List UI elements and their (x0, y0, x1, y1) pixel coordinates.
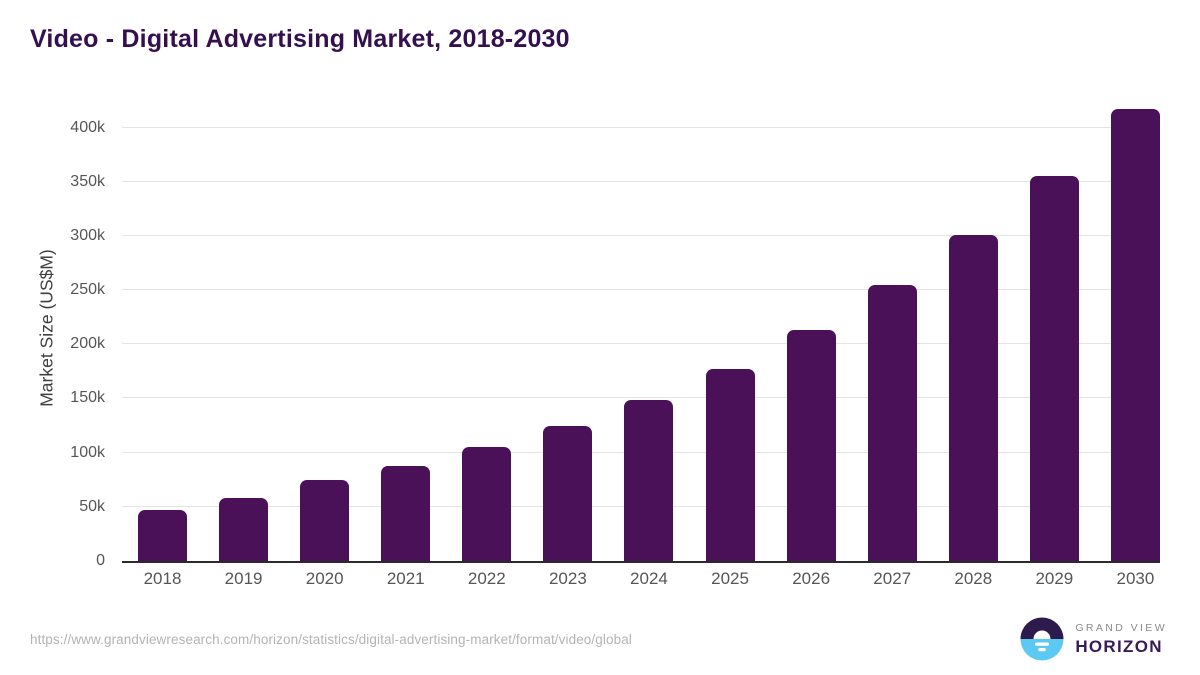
y-tick-0: 0 (96, 552, 105, 569)
x-axis-labels: 2018 2019 2020 2021 2022 2023 2024 2025 2026 2027… (122, 569, 1160, 589)
x-label-2027: 2027 (873, 569, 912, 588)
bar-2022 (462, 447, 512, 561)
bar-2029 (1029, 175, 1079, 561)
y-axis-ticks: 0 50k 100k 150k 200k 250k 300k 350k 400k (0, 95, 105, 569)
x-label-2023: 2023 (548, 569, 587, 588)
logo-text: GRAND VIEW HORIZON (1075, 622, 1167, 657)
bars (122, 95, 1160, 561)
bar-2023 (543, 425, 593, 561)
bar-2027 (867, 284, 917, 561)
gridline-200k (122, 343, 1160, 345)
gridline-350k (122, 180, 1160, 182)
x-label-2022: 2022 (467, 569, 506, 588)
gridline-300k (122, 234, 1160, 236)
bar-2021 (381, 466, 431, 561)
bar-2025 (705, 368, 755, 561)
y-tick-50k: 50k (79, 497, 105, 515)
y-tick-200k: 200k (70, 335, 105, 353)
grand-view-horizon-logo-icon (1020, 617, 1064, 661)
source-text: https://www.grandviewresearch.com/horizo… (30, 632, 632, 647)
bar-2018 (138, 509, 187, 561)
plot-area (122, 95, 1160, 563)
x-label-2020: 2020 (305, 569, 344, 588)
x-label-2019: 2019 (224, 569, 263, 588)
x-label-2029: 2029 (1035, 569, 1074, 588)
y-tick-400k: 400k (70, 118, 105, 136)
y-tick-350k: 350k (70, 172, 105, 190)
gridline-250k (122, 289, 1160, 291)
gridline-400k (122, 126, 1160, 128)
gridline-150k (122, 397, 1160, 399)
bar-2019 (219, 498, 269, 561)
y-tick-150k: 150k (70, 389, 105, 407)
x-label-2024: 2024 (630, 569, 668, 588)
logo-horizon-text: HORIZON (1075, 636, 1163, 656)
y-tick-100k: 100k (70, 443, 105, 461)
logo-grand-view-text: GRAND VIEW (1075, 621, 1167, 634)
bar-2020 (300, 480, 350, 561)
brand-logo: GRAND VIEW HORIZON (1020, 617, 1167, 661)
y-tick-250k: 250k (70, 281, 105, 299)
chart-title: Video - Digital Advertising Market, 2018… (30, 25, 570, 53)
x-label-2028: 2028 (954, 569, 993, 588)
bar-2030 (1110, 109, 1160, 561)
bar-2028 (948, 234, 998, 561)
x-label-2025: 2025 (711, 569, 749, 588)
y-tick-300k: 300k (70, 226, 105, 244)
x-label-2026: 2026 (792, 569, 831, 588)
x-label-2018: 2018 (143, 569, 182, 588)
x-label-2021: 2021 (386, 569, 425, 588)
x-label-2030: 2030 (1116, 569, 1155, 588)
bar-2026 (786, 329, 836, 561)
bar-2024 (624, 400, 674, 561)
